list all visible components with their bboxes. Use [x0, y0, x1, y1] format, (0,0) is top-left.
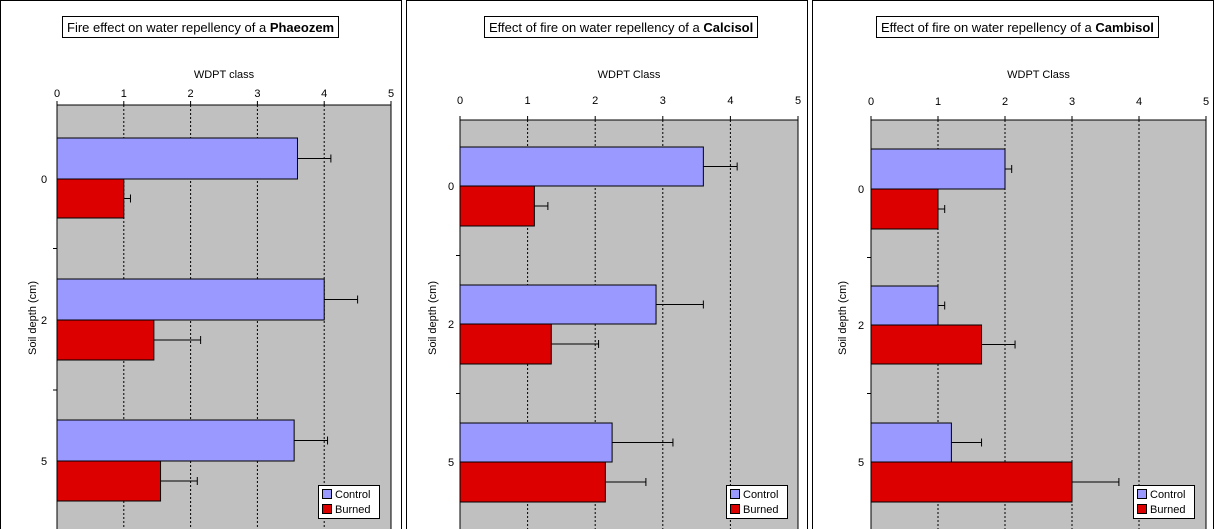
chart-title-prefix: Effect of fire on water repellency of a [881, 20, 1096, 35]
category-label: 2 [448, 319, 454, 331]
x-tick-label: 2 [188, 88, 194, 100]
y-axis-label: Soil depth (cm) [837, 281, 849, 355]
legend-item-control: Control [1137, 488, 1185, 502]
bar-burned-depth-5 [459, 461, 606, 503]
category-label: 2 [41, 315, 47, 327]
x-tick-label: 2 [1002, 96, 1008, 108]
chart-panel-cambisol: 0 1 2 3 4 5 WDPT Class Soil depth (cm) 0 2 5 Effec… [812, 0, 1214, 529]
chart-legend: Control Burned [1133, 485, 1195, 519]
y-axis-label: Soil depth (cm) [27, 281, 39, 355]
bar-control-depth-5 [459, 422, 613, 463]
panel-border [0, 0, 402, 529]
x-tick-label: 0 [457, 95, 463, 107]
legend-swatch-burned [322, 504, 332, 515]
category-label: 0 [448, 181, 454, 193]
category-label: 0 [858, 184, 864, 196]
chart-title-prefix: Effect of fire on water repellency of a [489, 20, 704, 35]
x-tick-label: 5 [795, 95, 801, 107]
x-tick-label: 4 [1136, 96, 1142, 108]
bar-control-depth-0 [459, 146, 704, 187]
legend-item-control: Control [730, 488, 778, 502]
panel-border [812, 0, 1214, 529]
x-tick-label: 3 [1069, 96, 1075, 108]
legend-label-burned: Burned [1150, 504, 1186, 516]
legend-label-burned: Burned [335, 504, 371, 516]
chart-legend: Control Burned [318, 485, 380, 519]
bar-burned-depth-2 [870, 324, 983, 365]
legend-item-control: Control [322, 488, 370, 502]
x-tick-label: 0 [54, 88, 60, 100]
x-tick-label: 1 [935, 96, 941, 108]
category-label: 5 [41, 456, 47, 468]
legend-label-burned: Burned [743, 504, 779, 516]
chart-phaeozem: 0 1 2 3 4 5 WDPT class Soil depth (cm) 0 2 5 [0, 0, 402, 529]
chart-title: Fire effect on water repellency of a Pha… [62, 16, 340, 38]
x-tick-label: 4 [727, 95, 733, 107]
x-axis-label: WDPT Class [598, 69, 661, 81]
chart-panel-calcisol: 0 1 2 3 4 5 WDPT Class Soil depth (cm) 0 2 5 Effec… [406, 0, 808, 529]
bar-burned-depth-0 [56, 178, 125, 219]
bar-control-depth-0 [870, 148, 1006, 190]
legend-item-burned: Burned [322, 503, 370, 517]
legend-item-burned: Burned [1137, 503, 1185, 517]
bar-burned-depth-0 [870, 188, 939, 230]
chart-title-prefix: Fire effect on water repellency of a [67, 20, 270, 35]
bar-burned-depth-0 [459, 185, 535, 227]
legend-swatch-burned [730, 504, 740, 515]
bar-burned-depth-2 [56, 319, 155, 361]
x-tick-label: 5 [388, 88, 394, 100]
x-tick-label: 4 [321, 88, 327, 100]
legend-label-control: Control [335, 489, 371, 501]
bar-control-depth-2 [56, 278, 325, 321]
chart-calcisol: 0 1 2 3 4 5 WDPT Class Soil depth (cm) 0 2 5 [406, 0, 808, 529]
legend-item-burned: Burned [730, 503, 778, 517]
legend-label-control: Control [743, 489, 779, 501]
legend-swatch-burned [1137, 504, 1147, 515]
chart-title-soil: Calcisol [703, 20, 754, 35]
panel-border [406, 0, 808, 529]
chart-legend: Control Burned [726, 485, 788, 519]
bar-control-depth-5 [870, 422, 952, 463]
bar-control-depth-5 [56, 419, 295, 462]
legend-label-control: Control [1150, 489, 1186, 501]
x-tick-label: 3 [660, 95, 666, 107]
chart-panel-phaeozem: 0 1 2 3 4 5 WDPT class Soil depth (cm) 0 2 5 Fire … [0, 0, 402, 529]
bar-burned-depth-5 [56, 460, 162, 502]
legend-swatch-control [322, 489, 332, 500]
chart-title: Effect of fire on water repellency of a … [484, 16, 759, 38]
legend-swatch-control [730, 489, 740, 500]
category-label: 0 [41, 174, 47, 186]
x-tick-label: 3 [254, 88, 260, 100]
category-label: 2 [858, 320, 864, 332]
chart-title: Effect of fire on water repellency of a … [876, 16, 1159, 38]
x-tick-label: 1 [525, 95, 531, 107]
legend-swatch-control [1137, 489, 1147, 500]
category-label: 5 [858, 457, 864, 469]
y-axis-label: Soil depth (cm) [427, 281, 439, 355]
x-tick-label: 5 [1203, 96, 1209, 108]
bar-control-depth-2 [459, 284, 657, 325]
bar-burned-depth-5 [870, 461, 1073, 503]
bar-control-depth-2 [870, 285, 939, 326]
chart-cambisol: 0 1 2 3 4 5 WDPT Class Soil depth (cm) 0 2 5 [812, 0, 1214, 529]
x-axis-label: WDPT class [194, 69, 255, 81]
x-axis-label: WDPT Class [1007, 69, 1070, 81]
chart-title-soil: Phaeozem [269, 20, 335, 35]
bar-burned-depth-2 [459, 323, 552, 365]
x-tick-label: 0 [868, 96, 874, 108]
x-tick-label: 2 [592, 95, 598, 107]
category-label: 5 [448, 457, 454, 469]
bar-control-depth-0 [56, 137, 298, 180]
chart-title-soil: Cambisol [1095, 20, 1154, 35]
x-tick-label: 1 [121, 88, 127, 100]
